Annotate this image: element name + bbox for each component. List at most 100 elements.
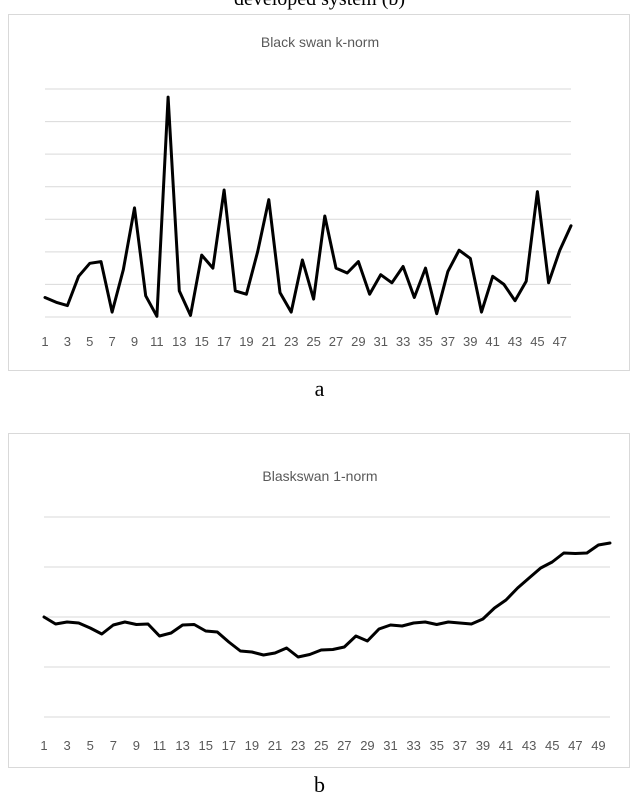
chart-b-data-point: [597, 544, 600, 547]
chart-b-x-tick-label: 1: [40, 738, 47, 753]
chart-b-data-point: [297, 656, 300, 659]
chart-b-data-point: [239, 650, 242, 653]
chart-b-data-point: [539, 567, 542, 570]
chart-b-data-point: [470, 623, 473, 626]
chart-b-data-point: [146, 623, 149, 626]
subfigure-label-b: b: [314, 772, 325, 797]
chart-b-x-tick-label: 31: [383, 738, 397, 753]
chart-a-x-tick-label: 27: [329, 334, 343, 349]
chart-b-x-tick-label: 41: [499, 738, 513, 753]
chart-b-x-tick-label: 29: [360, 738, 374, 753]
chart-a-data-point: [223, 188, 226, 191]
chart-b-x-tick-label: 47: [568, 738, 582, 753]
chart-a-x-tick-label: 45: [530, 334, 544, 349]
chart-b-x-tick-label: 39: [476, 738, 490, 753]
chart-b-data-point: [366, 640, 369, 643]
chart-b-data-point: [227, 641, 230, 644]
chart-b-data-point: [285, 647, 288, 650]
chart-b-data-point: [458, 622, 461, 625]
chart-panel-b: Blaskswan 1-norm 1 3 5 7 9 11 13 15 17 19 21 23 25 27 2…: [8, 433, 630, 768]
chart-a-data-point: [267, 198, 270, 201]
chart-b-data-point: [112, 624, 115, 627]
chart-b-data-point: [401, 625, 404, 628]
chart-a-data-point: [323, 215, 326, 218]
chart-b-data-point: [343, 646, 346, 649]
chart-a-x-tick-label: 1: [41, 334, 48, 349]
chart-a-data-point: [402, 265, 405, 268]
chart-b-data-point: [574, 552, 577, 555]
chart-a-data-point: [368, 293, 371, 296]
chart-a-data-point: [234, 289, 237, 292]
chart-b-x-tick-label: 9: [133, 738, 140, 753]
chart-b-data-point: [481, 618, 484, 621]
chart-a-x-tick-label: 31: [374, 334, 388, 349]
chart-b-title: Blaskswan 1-norm: [262, 468, 377, 484]
chart-a-title: Black swan k-norm: [261, 34, 379, 50]
chart-a-data-point: [55, 301, 58, 304]
chart-b-data-point: [250, 651, 253, 654]
subfigure-label-a: a: [314, 376, 325, 401]
chart-a-data-point: [514, 299, 517, 302]
chart-b-x-tick-label: 43: [522, 738, 536, 753]
chart-a-x-tick-label: 3: [64, 334, 71, 349]
chart-a-x-tick-label: 5: [86, 334, 93, 349]
chart-b-x-tick-label: 15: [198, 738, 212, 753]
chart-a-data-point: [245, 293, 248, 296]
chart-a-data-point: [480, 311, 483, 314]
chart-a-data-point: [525, 280, 528, 283]
chart-a-data-point: [290, 311, 293, 314]
chart-a-x-tick-label: 23: [284, 334, 298, 349]
chart-b-data-point: [123, 621, 126, 624]
chart-b-data-point: [493, 607, 496, 610]
chart-b-x-tick-label: 49: [591, 738, 605, 753]
chart-b-x-tick-label: 37: [453, 738, 467, 753]
chart-a-data-point: [66, 304, 69, 307]
chart-a-data-point: [99, 260, 102, 263]
chart-b-x-tick-label: 35: [430, 738, 444, 753]
chart-b-data-point: [320, 649, 323, 652]
chart-b-data-point: [89, 627, 92, 630]
chart-b-data-point: [274, 652, 277, 655]
chart-b-x-tick-label: 19: [245, 738, 259, 753]
chart-b-data-point: [435, 623, 438, 626]
chart-a-data-point: [570, 224, 573, 227]
chart-a-data-point: [256, 250, 259, 253]
chart-a-x-tick-label: 15: [194, 334, 208, 349]
chart-a-data-point: [346, 272, 349, 275]
chart-b-x-tick-label: 13: [175, 738, 189, 753]
chart-a-data-point: [88, 262, 91, 265]
chart-a-data-point: [189, 314, 192, 317]
chart-b-x-tick-label: 33: [406, 738, 420, 753]
chart-b-x-tick-label: 21: [268, 738, 282, 753]
chart-a-data-point: [312, 298, 315, 301]
chart-b-data-point: [66, 621, 69, 624]
chart-a-data-point: [413, 296, 416, 299]
chart-a-x-tick-label: 21: [262, 334, 276, 349]
chart-b-data-point: [424, 621, 427, 624]
chart-b-data-point: [77, 622, 80, 625]
chart-a-data-point: [178, 289, 181, 292]
chart-a-x-tick-label: 39: [463, 334, 477, 349]
chart-b-data-point: [181, 624, 184, 627]
chart-a-data-point: [379, 273, 382, 276]
chart-a-data-point: [357, 260, 360, 263]
chart-a-data-point: [122, 268, 125, 271]
chart-b-data-point: [54, 623, 57, 626]
chart-b-data-point: [193, 623, 196, 626]
chart-a-data-point: [167, 96, 170, 99]
chart-a-data-point: [133, 206, 136, 209]
chart-b-series-line: [42, 541, 612, 659]
chart-a-data-point: [547, 281, 550, 284]
top-caption: developed system (b): [0, 0, 639, 12]
chart-b-x-tick-label: 7: [110, 738, 117, 753]
chart-a-series-line: [43, 95, 573, 318]
chart-a-data-point: [334, 267, 337, 270]
chart-a-data-point: [536, 190, 539, 193]
chart-a-data-point: [390, 281, 393, 284]
chart-b-data-point: [585, 552, 588, 555]
chart-b-data-point: [354, 635, 357, 638]
chart-b-x-tick-label: 17: [222, 738, 236, 753]
chart-b-data-point: [135, 623, 138, 626]
chart-a-data-point: [279, 291, 282, 294]
